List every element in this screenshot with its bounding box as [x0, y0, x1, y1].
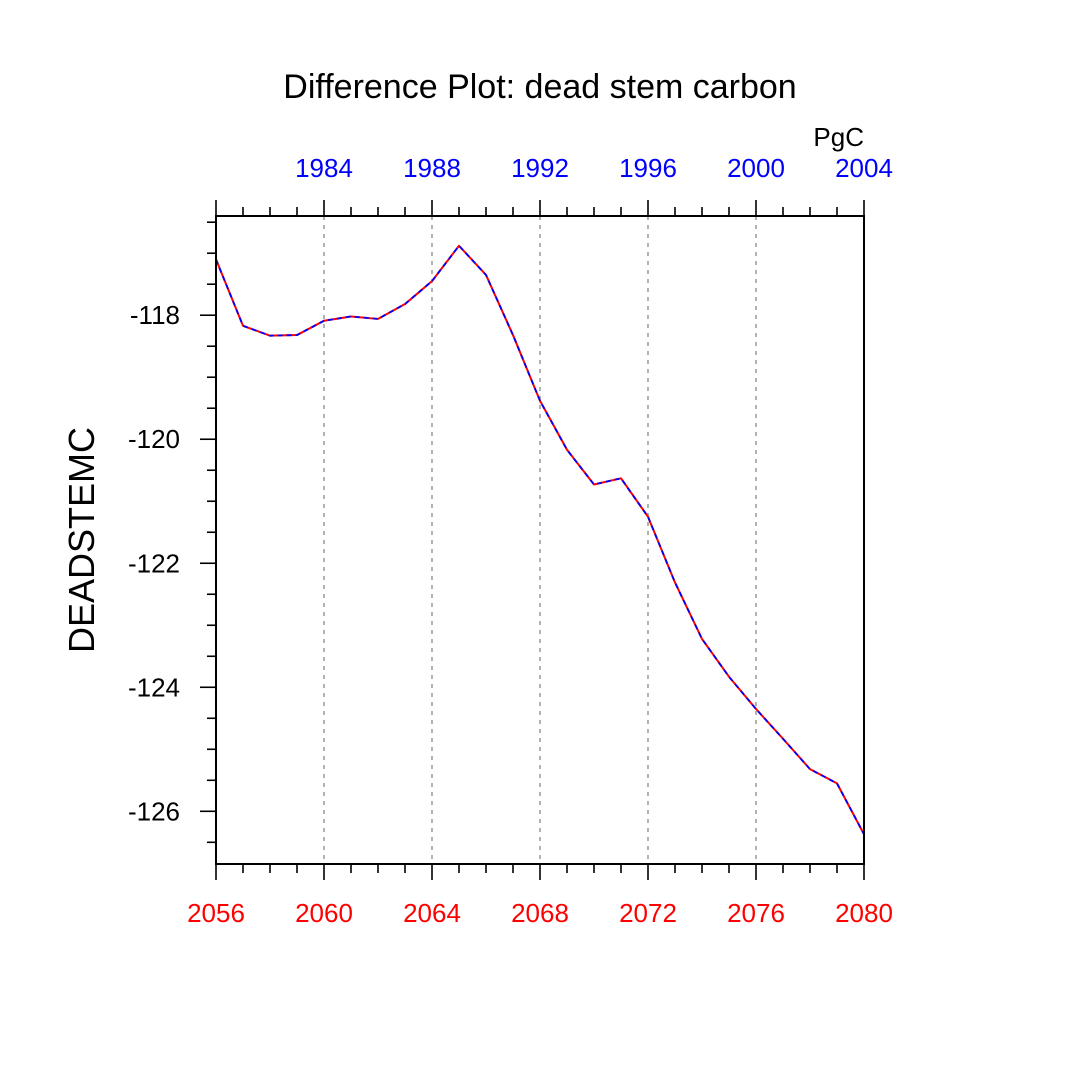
x-bottom-tick-label: 2064 [403, 898, 461, 928]
units-label: PgC [813, 122, 864, 152]
x-bottom-tick-label: 2080 [835, 898, 893, 928]
y-axis-title: DEADSTEMC [61, 427, 102, 653]
x-top-tick-label: 1992 [511, 153, 569, 183]
axes [200, 200, 865, 880]
y-tick-label: -122 [128, 548, 180, 578]
x-top-tick-label: 1988 [403, 153, 461, 183]
y-tick-label: -124 [128, 672, 180, 702]
x-bottom-tick-label: 2056 [187, 898, 245, 928]
x-top-tick-label: 2000 [727, 153, 785, 183]
x-top-tick-label: 2004 [835, 153, 893, 183]
series-line-2 [215, 244, 865, 835]
y-tick-label: -126 [128, 796, 180, 826]
tick-labels: 2056 2060 2064 2068 2072 2076 2080 1984 1988 1992… [128, 153, 893, 928]
x-top-tick-label: 1984 [295, 153, 353, 183]
y-tick-label: -118 [130, 300, 180, 330]
x-bottom-tick-label: 2068 [511, 898, 569, 928]
y-tick-label: -120 [128, 424, 180, 454]
x-bottom-tick-label: 2076 [727, 898, 785, 928]
x-top-tick-label: 1996 [619, 153, 677, 183]
data-series [215, 244, 865, 835]
x-bottom-tick-label: 2072 [619, 898, 677, 928]
grid-lines [323, 216, 757, 864]
x-bottom-tick-label: 2060 [295, 898, 353, 928]
chart-title: Difference Plot: dead stem carbon [283, 68, 796, 106]
